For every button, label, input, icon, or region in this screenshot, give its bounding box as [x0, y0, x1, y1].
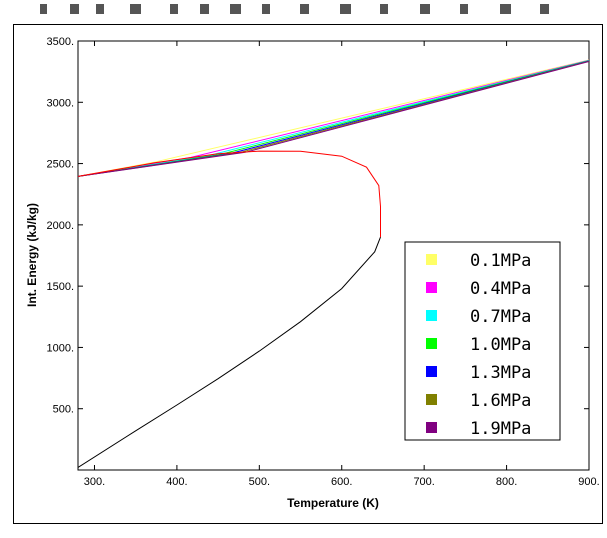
x-tick-label: 600. [331, 476, 352, 488]
legend-swatch [426, 338, 437, 349]
saturated-vapor-line [78, 150, 381, 207]
y-tick-label: 500. [53, 404, 74, 416]
x-axis-label: Temperature (K) [287, 496, 379, 510]
legend: 0.1MPa 0.4MPa 0.7MPa 1.0MPa 1.3MPa 1.6MPa 1.9M… [404, 241, 561, 441]
y-tick-label: 3500. [46, 36, 74, 48]
y-tick-label: 2500. [46, 159, 74, 171]
liquid-line [78, 236, 381, 468]
legend-swatch [426, 310, 437, 321]
chart-frame [13, 24, 603, 524]
legend-label: 1.0MPa [470, 335, 531, 355]
y-tick-label: 2000. [46, 220, 74, 232]
legend-swatch [426, 254, 437, 265]
y-axis-label: Int. Energy (kJ/kg) [25, 203, 39, 307]
plot-curves [78, 59, 589, 468]
legend-swatch [426, 394, 437, 405]
x-tick-label: 700. [413, 476, 434, 488]
y-tick-label: 1000. [46, 342, 74, 354]
legend-swatch [426, 422, 437, 433]
legend-label: 0.7MPa [470, 307, 531, 327]
x-tick-label: 500. [249, 476, 270, 488]
y-tick-label: 3000. [46, 97, 74, 109]
y-tick-label: 1500. [46, 281, 74, 293]
legend-swatch [426, 366, 437, 377]
legend-swatch [426, 282, 437, 293]
x-tick-label: 800. [496, 476, 517, 488]
x-tick-label: 900. [578, 476, 599, 488]
legend-label: 0.4MPa [470, 279, 531, 299]
legend-label: 1.9MPa [470, 419, 531, 439]
legend-label: 1.3MPa [470, 363, 531, 383]
caption-fragment [0, 0, 607, 18]
legend-label: 0.1MPa [470, 251, 531, 271]
x-tick-label: 400. [166, 476, 187, 488]
x-tick-label: 300. [84, 476, 105, 488]
legend-label: 1.6MPa [470, 391, 531, 411]
axis-ticks: 300. 400. 500. 600. 700. 800. 900. 500. 1000. 150… [46, 36, 599, 488]
